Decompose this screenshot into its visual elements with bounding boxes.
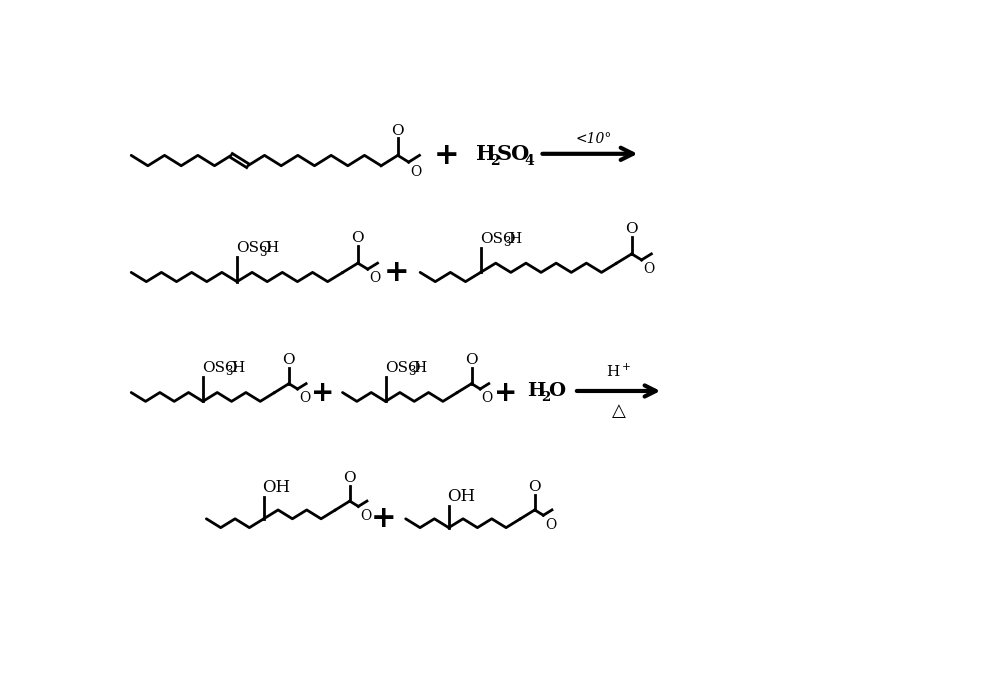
Text: O: O xyxy=(545,518,556,532)
Text: O: O xyxy=(299,391,310,406)
Text: O: O xyxy=(410,165,421,179)
Text: O: O xyxy=(352,232,364,245)
Text: OH: OH xyxy=(262,479,290,496)
Text: OSO: OSO xyxy=(385,361,420,375)
Text: O: O xyxy=(465,353,478,367)
Text: H: H xyxy=(413,361,427,375)
Text: SO: SO xyxy=(497,144,530,164)
Text: 3: 3 xyxy=(259,245,267,258)
Text: O: O xyxy=(625,222,638,236)
Text: H: H xyxy=(231,361,244,375)
Text: 2: 2 xyxy=(490,153,499,168)
Text: +: + xyxy=(384,258,410,287)
Text: O: O xyxy=(391,123,404,138)
Text: O: O xyxy=(360,509,371,523)
Text: OH: OH xyxy=(447,488,475,505)
Text: H: H xyxy=(265,241,278,256)
Text: <10°: <10° xyxy=(576,132,612,146)
Text: O: O xyxy=(482,391,493,406)
Text: 3: 3 xyxy=(408,365,416,378)
Text: O: O xyxy=(343,471,356,485)
Text: +: + xyxy=(311,379,335,406)
Text: 3: 3 xyxy=(503,236,511,249)
Text: 3: 3 xyxy=(225,365,233,378)
Text: △: △ xyxy=(612,401,626,420)
Text: H: H xyxy=(528,382,546,400)
Text: 4: 4 xyxy=(525,153,535,168)
Text: H: H xyxy=(476,144,496,164)
Text: OSO: OSO xyxy=(236,241,272,256)
Text: OSO: OSO xyxy=(202,361,238,375)
Text: OSO: OSO xyxy=(480,232,515,246)
Text: +: + xyxy=(494,379,518,406)
Text: O: O xyxy=(548,382,565,400)
Text: O: O xyxy=(369,271,381,286)
Text: +: + xyxy=(371,504,397,534)
Text: O: O xyxy=(643,262,654,276)
Text: H: H xyxy=(509,232,522,246)
Text: O: O xyxy=(283,353,295,367)
Text: O: O xyxy=(528,479,541,494)
Text: H$^+$: H$^+$ xyxy=(606,363,631,380)
Text: 2: 2 xyxy=(541,390,550,403)
Text: +: + xyxy=(434,141,459,170)
